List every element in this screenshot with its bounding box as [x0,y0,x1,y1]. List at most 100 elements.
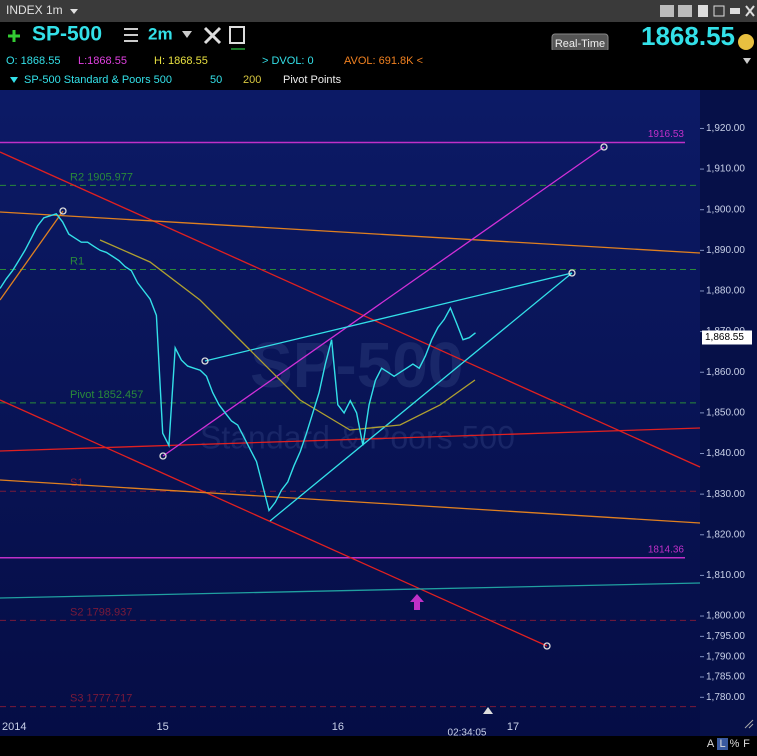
trendline [0,210,64,301]
y-tick-label: 1,920.00 [706,123,745,134]
last-price: 1868.55 [641,21,735,51]
x-tick-label: 17 [507,721,519,733]
watermark: SP-500 [250,329,463,401]
resize-grip [744,719,754,729]
ma-slow[interactable]: 200 [243,74,261,86]
trendline [204,272,573,362]
y-tick-label: 1,860.00 [706,367,745,378]
anchor [543,642,551,650]
interval[interactable]: 2m [148,24,173,43]
anchor [201,357,209,365]
price-axis [700,90,757,736]
anchor [159,452,167,460]
level-label: 1916.53 [648,129,685,140]
x-tick-label: 2014 [2,721,26,733]
anchor [59,207,67,215]
y-tick-label: 1,890.00 [706,245,745,256]
pivot-label: R1 [70,255,84,267]
level-label: 1814.36 [648,544,685,555]
y-tick-label: 1,790.00 [706,651,745,662]
bottom-button[interactable] [717,738,728,750]
bottom-button-label: A [707,738,715,750]
y-tick-label: 1,780.00 [706,692,745,703]
y-tick-label: 1,900.00 [706,204,745,215]
y-tick-label: 1,910.00 [706,164,745,175]
avol: AVOL: 691.8K < [344,55,423,67]
tools-icon[interactable] [203,26,222,45]
btn[interactable] [730,8,740,14]
anchor [568,269,576,277]
cursor-time: 02:34:05 [448,728,487,739]
palette-icon[interactable] [738,34,754,50]
menu-arrow[interactable] [182,31,192,38]
collapse-arrow[interactable] [10,77,18,83]
last-price-label: 1,868.55 [705,332,744,343]
y-tick-label: 1,850.00 [706,408,745,419]
trendline [0,427,701,452]
open: O: 1868.55 [6,55,60,67]
anchor [600,143,608,151]
trendline [0,399,548,647]
plot-area [0,90,700,736]
bottom-buttons: A L% F [705,738,752,750]
symbol[interactable]: SP-500 [32,23,102,46]
realtime-label: Real-Time [555,38,605,50]
btn[interactable] [698,5,708,17]
last-price-box [702,330,752,345]
trendline [269,272,573,522]
bottom-button-label: L [719,738,725,750]
y-tick-label: 1,880.00 [706,286,745,297]
x-tick-label: 15 [157,721,169,733]
trendline [0,582,701,599]
ma-fast[interactable]: 50 [210,74,222,86]
pivot-label: S1 [70,477,83,489]
menu-arrow[interactable] [70,9,78,14]
low: L:1868.55 [78,55,127,67]
menu-arrow[interactable] [743,58,751,64]
pivot-label: S2 1798.937 [70,606,132,618]
study-bar [0,70,757,90]
add-icon[interactable] [8,30,20,42]
y-tick-label: 1,795.00 [706,631,745,642]
calc-icon[interactable] [229,26,245,44]
btn[interactable] [713,5,725,17]
bottom-button-label: F [743,738,750,750]
bottom-button[interactable] [729,738,740,750]
moving-average [99,239,476,431]
y-tick-label: 1,785.00 [706,672,745,683]
bottom-button[interactable] [741,738,752,750]
arrow-marker [410,594,424,610]
scroll-marker [483,707,493,714]
btn[interactable] [660,5,674,17]
window-buttons [660,5,755,17]
trendline [162,146,605,457]
trendline [0,479,701,524]
x-tick-label: 16 [332,721,344,733]
bottom-button[interactable] [705,738,716,750]
pivot-label: R2 1905.977 [70,171,133,183]
y-tick-label: 1,820.00 [706,529,745,540]
pivot-label: Pivot 1852.457 [70,389,143,401]
trendline [0,151,701,468]
trendline [0,211,701,254]
y-tick-label: 1,810.00 [706,570,745,581]
symbol-menu[interactable]: INDEX 1m [6,3,63,17]
high: H: 1868.55 [154,55,208,67]
close[interactable] [745,5,755,17]
pivots[interactable]: Pivot Points [283,74,342,86]
dvol: > DVOL: 0 [262,55,314,67]
btn[interactable] [678,5,692,17]
list-icon[interactable] [124,28,138,42]
levels: R2 1905.977 R1 Pivot 1852.457 S1 S2 1798.937… [0,129,700,708]
y-tick-label: 1,840.00 [706,448,745,459]
watermark: Standard & Poors 500 [200,419,515,455]
bottom-button-label: % [730,738,740,750]
bottom-bar [0,736,757,751]
y-tick-label: 1,830.00 [706,489,745,500]
quote-bar [0,50,757,70]
title-bar [0,0,757,22]
y-tick-label: 1,800.00 [706,611,745,622]
pivot-label: S3 1777.717 [70,692,132,704]
study-name: SP-500 Standard & Poors 500 [24,74,172,86]
trendlines [0,143,701,650]
